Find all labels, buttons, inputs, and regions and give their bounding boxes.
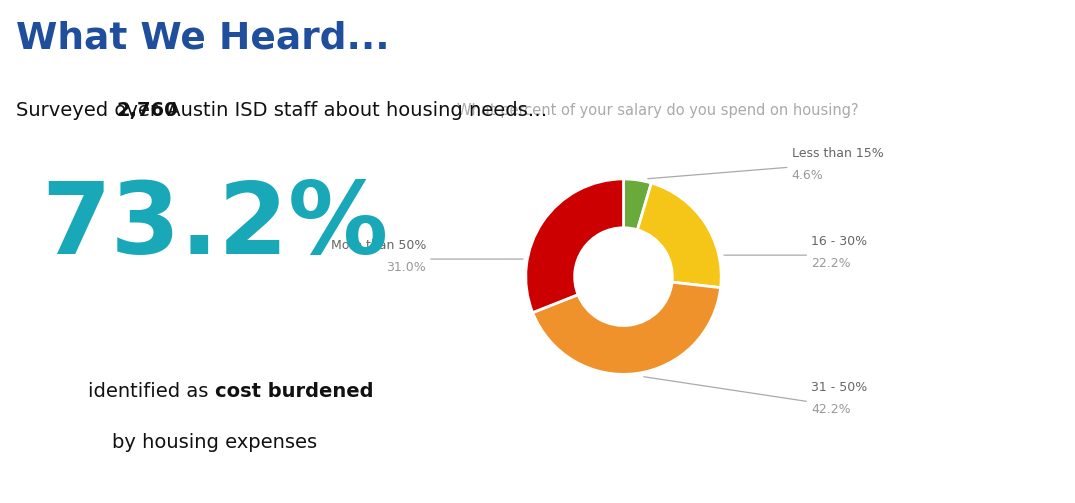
Text: What We Heard...: What We Heard... [16,20,390,56]
Text: Less than 15%: Less than 15% [791,147,884,160]
Text: 42.2%: 42.2% [812,403,850,415]
Text: 31.0%: 31.0% [386,261,426,274]
Text: 22.2%: 22.2% [812,257,850,270]
Text: Austin ISD staff about housing needs…: Austin ISD staff about housing needs… [161,101,547,120]
Text: 4.6%: 4.6% [791,169,823,182]
Wedge shape [526,179,623,313]
Text: cost burdened: cost burdened [215,382,373,401]
Wedge shape [637,183,721,288]
Text: 2,760: 2,760 [116,101,177,120]
Text: by housing expenses: by housing expenses [113,433,317,452]
Text: 31 - 50%: 31 - 50% [812,381,868,394]
Text: Surveyed over: Surveyed over [16,101,164,120]
Text: identified as: identified as [88,382,215,401]
Text: 73.2%: 73.2% [42,178,388,275]
Text: 16 - 30%: 16 - 30% [812,235,868,248]
Wedge shape [624,179,651,230]
Wedge shape [532,282,720,374]
Text: More than 50%: More than 50% [331,239,426,252]
Text: What percent of your salary do you spend on housing?: What percent of your salary do you spend… [457,103,859,118]
